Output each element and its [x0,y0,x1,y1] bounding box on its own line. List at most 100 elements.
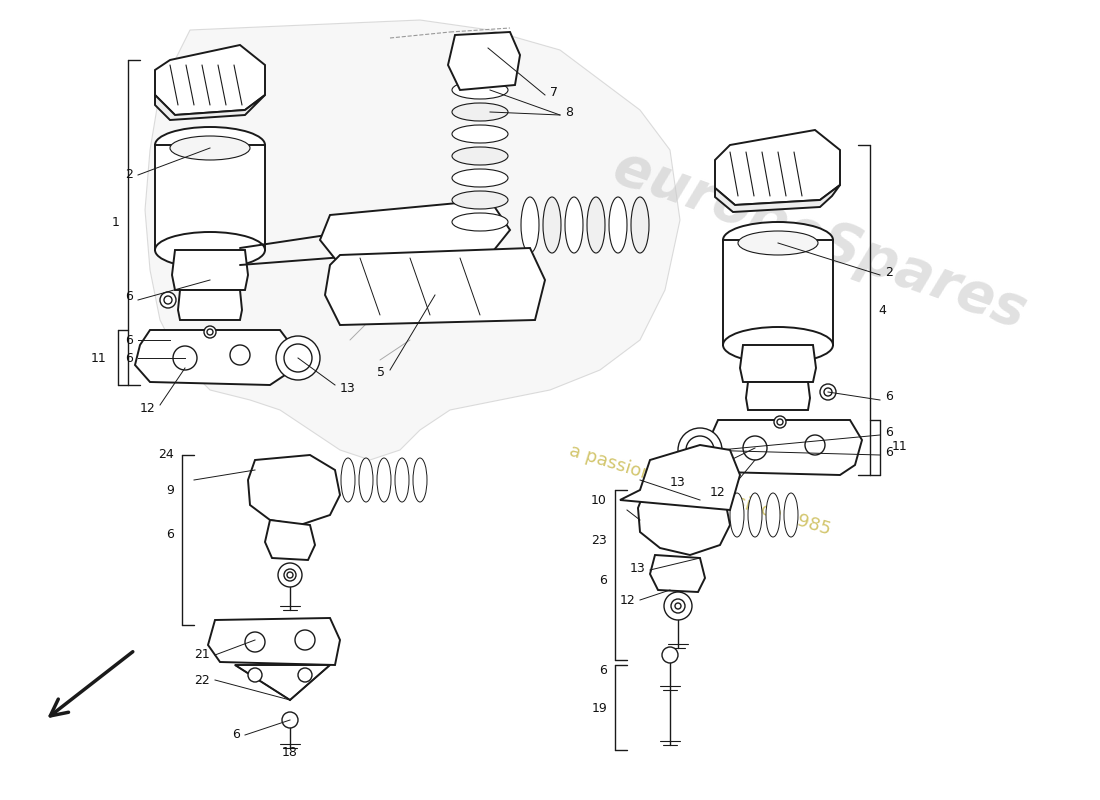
Ellipse shape [341,458,355,502]
Circle shape [207,329,213,335]
Ellipse shape [452,103,508,121]
Polygon shape [155,145,265,250]
Circle shape [824,388,832,396]
Text: 6: 6 [600,574,607,586]
Ellipse shape [748,493,762,537]
Text: 2: 2 [886,266,893,278]
Polygon shape [746,382,810,410]
Text: 5: 5 [377,366,385,379]
Polygon shape [208,618,340,665]
Ellipse shape [452,147,508,165]
Text: 6: 6 [125,290,133,302]
Circle shape [173,346,197,370]
Ellipse shape [723,327,833,363]
Circle shape [664,592,692,620]
Ellipse shape [412,458,427,502]
Ellipse shape [587,197,605,253]
Polygon shape [155,95,265,120]
Text: 6: 6 [886,426,893,438]
Polygon shape [715,130,840,205]
Polygon shape [155,45,265,115]
Ellipse shape [359,458,373,502]
Text: 13: 13 [629,562,645,574]
Text: 9: 9 [166,483,174,497]
Ellipse shape [395,458,409,502]
Ellipse shape [723,222,833,258]
Polygon shape [265,520,315,560]
Polygon shape [620,445,740,510]
Ellipse shape [784,493,798,537]
Ellipse shape [452,169,508,187]
Circle shape [245,632,265,652]
Ellipse shape [730,493,744,537]
Text: 11: 11 [90,351,106,365]
Circle shape [276,336,320,380]
Polygon shape [145,20,680,460]
Text: 6: 6 [600,663,607,677]
Ellipse shape [452,125,508,143]
Text: 11: 11 [892,441,907,454]
Text: europeSpares: europeSpares [606,140,1034,340]
Circle shape [678,428,722,472]
Text: 7: 7 [550,86,558,99]
Circle shape [287,572,293,578]
Ellipse shape [452,191,508,209]
Ellipse shape [452,213,508,231]
Text: 21: 21 [195,649,210,662]
Polygon shape [178,290,242,320]
Text: 2: 2 [125,169,133,182]
Circle shape [686,436,714,464]
Circle shape [282,712,298,728]
Ellipse shape [155,127,265,163]
Circle shape [278,563,303,587]
Text: 24: 24 [158,449,174,462]
Text: 1: 1 [112,215,120,229]
Text: 6: 6 [232,729,240,742]
Text: a passion for parts since 1985: a passion for parts since 1985 [566,442,833,538]
Text: 10: 10 [591,494,607,506]
Ellipse shape [170,136,250,160]
Text: 6: 6 [886,390,893,403]
Circle shape [284,569,296,581]
Circle shape [820,384,836,400]
Circle shape [295,630,315,650]
Ellipse shape [155,232,265,268]
Text: 13: 13 [669,477,685,490]
Circle shape [675,603,681,609]
Polygon shape [172,250,248,290]
Circle shape [777,419,783,425]
Ellipse shape [521,197,539,253]
Polygon shape [705,420,862,475]
Text: 4: 4 [878,303,886,317]
Polygon shape [650,555,705,592]
Polygon shape [740,345,816,382]
Ellipse shape [738,231,818,255]
Text: 19: 19 [592,702,607,714]
Polygon shape [723,240,833,345]
Circle shape [164,296,172,304]
Circle shape [230,345,250,365]
Circle shape [284,344,312,372]
Polygon shape [324,248,544,325]
Text: 6: 6 [125,334,133,346]
Circle shape [805,435,825,455]
Ellipse shape [766,493,780,537]
Ellipse shape [543,197,561,253]
Text: 18: 18 [282,746,298,758]
Circle shape [774,416,786,428]
Text: 12: 12 [619,594,635,606]
Text: 12: 12 [710,486,725,499]
Text: 12: 12 [140,402,155,414]
Text: 22: 22 [195,674,210,686]
Text: 6: 6 [886,446,893,458]
Text: 6: 6 [125,351,133,365]
Ellipse shape [609,197,627,253]
Polygon shape [638,485,730,555]
Circle shape [298,668,312,682]
Polygon shape [448,32,520,90]
Text: 13: 13 [340,382,355,394]
Text: 8: 8 [565,106,573,119]
Ellipse shape [452,81,508,99]
Circle shape [204,326,216,338]
Circle shape [742,436,767,460]
